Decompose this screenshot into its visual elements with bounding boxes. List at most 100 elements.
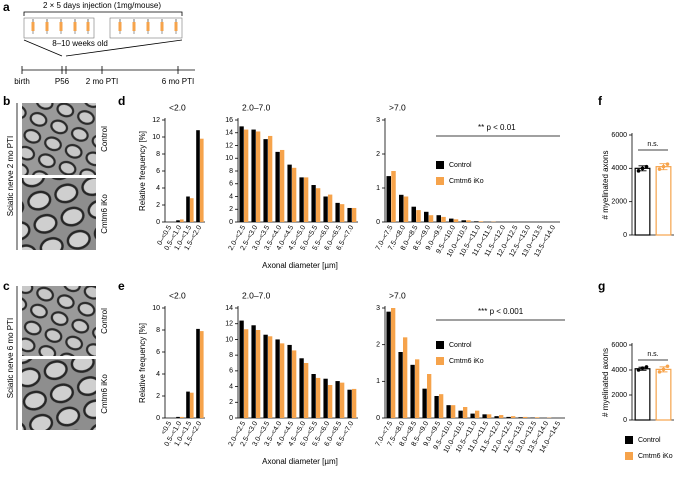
- chart-title: >7.0: [389, 102, 406, 112]
- bar: [451, 405, 456, 418]
- bar: [655, 166, 672, 236]
- data-point: [657, 167, 662, 171]
- data-point: [644, 164, 649, 169]
- bar: [335, 381, 340, 418]
- bar: [441, 216, 446, 222]
- bar: [518, 417, 523, 418]
- bar: [415, 359, 420, 418]
- data-point: [657, 370, 662, 374]
- y-tick-label: 3: [376, 305, 380, 312]
- y-tick-label: 4: [156, 371, 160, 378]
- y-tick-label: 2: [229, 206, 233, 213]
- bar: [323, 196, 328, 222]
- y-tick-label: 0: [229, 219, 233, 226]
- y-tick-label: 0: [376, 219, 380, 226]
- injection-box: [109, 17, 183, 39]
- bar: [487, 414, 492, 418]
- legend-swatch: [436, 177, 444, 185]
- chart-title: <2.0: [169, 102, 186, 112]
- bar: [466, 220, 471, 222]
- bar: [196, 130, 200, 222]
- bar: [176, 416, 180, 418]
- bar: [292, 167, 297, 222]
- y-tick-label: 4: [229, 193, 233, 200]
- y-tick-label: 8: [229, 352, 233, 359]
- panel-letter: g: [598, 279, 605, 293]
- panel-letter: c: [3, 279, 10, 293]
- bar: [634, 167, 651, 236]
- bar: [268, 336, 273, 418]
- y-tick-label: 8: [229, 168, 233, 175]
- y-tick-label: 14: [225, 130, 233, 137]
- y-tick-label: 1: [376, 185, 380, 192]
- y-tick-label: 6: [156, 349, 160, 356]
- y-tick-label: 0: [376, 415, 380, 422]
- legend-swatch: [436, 161, 444, 169]
- micrograph: [22, 359, 96, 430]
- bar: [446, 405, 451, 418]
- bar: [196, 328, 200, 418]
- bar: [316, 188, 321, 222]
- bar: [506, 416, 511, 418]
- chart-title: 2.0–7.0: [242, 102, 271, 112]
- bar: [328, 194, 333, 222]
- y-tick-label: 12: [152, 117, 160, 124]
- y-tick-label: 2: [376, 342, 380, 349]
- chart-title: <2.0: [169, 290, 186, 300]
- timeline-label: 2 mo PTI: [86, 77, 118, 86]
- bar: [251, 129, 256, 222]
- bar: [427, 374, 432, 418]
- data-point: [640, 366, 645, 370]
- y-tick-label: 2: [376, 151, 380, 158]
- bar: [340, 382, 345, 418]
- panel-letter: d: [118, 94, 125, 108]
- bracket: [23, 11, 183, 16]
- y-tick-label: 10: [152, 305, 160, 312]
- bar: [411, 206, 416, 222]
- legend-label: Cmtm6 iKo: [638, 453, 673, 460]
- bar: [398, 352, 403, 418]
- legend-label: Control: [449, 162, 472, 169]
- legend-swatch: [625, 452, 633, 460]
- bar: [186, 196, 190, 222]
- annotation: *** p < 0.001: [478, 307, 524, 316]
- data-point: [661, 367, 666, 372]
- bar: [335, 202, 340, 222]
- syringes: [31, 18, 178, 35]
- image-label: Cmtm6 iKo: [100, 194, 109, 234]
- bar: [280, 343, 285, 418]
- legend-label: Control: [638, 437, 661, 444]
- timeline-label: birth: [14, 77, 30, 86]
- bar: [523, 416, 528, 418]
- data-point: [636, 368, 641, 372]
- y-tick-label: 12: [225, 142, 233, 149]
- bar: [263, 334, 268, 418]
- y-tick-label: 8: [156, 151, 160, 158]
- bar: [461, 220, 466, 222]
- bar: [634, 368, 651, 421]
- bar: [422, 388, 427, 418]
- timeline-ticks: [21, 66, 179, 74]
- annotation: n.s.: [647, 351, 658, 358]
- micrograph: [22, 103, 96, 175]
- bar: [200, 138, 204, 222]
- legend-swatch: [436, 341, 444, 349]
- bar: [453, 219, 459, 222]
- bar: [256, 330, 261, 418]
- y-tick-label: 2: [229, 399, 233, 406]
- bar: [311, 374, 316, 418]
- bar: [458, 410, 463, 418]
- panel-letter: e: [118, 279, 125, 293]
- y-tick-label: 0: [623, 232, 627, 239]
- bar: [347, 207, 352, 222]
- bar: [186, 391, 190, 418]
- bar: [386, 176, 391, 222]
- bar: [180, 219, 184, 222]
- bar: [256, 131, 261, 222]
- bar: [244, 329, 249, 418]
- bar: [287, 344, 292, 418]
- bar: [474, 221, 479, 222]
- bar: [352, 207, 357, 222]
- data-point: [640, 166, 645, 171]
